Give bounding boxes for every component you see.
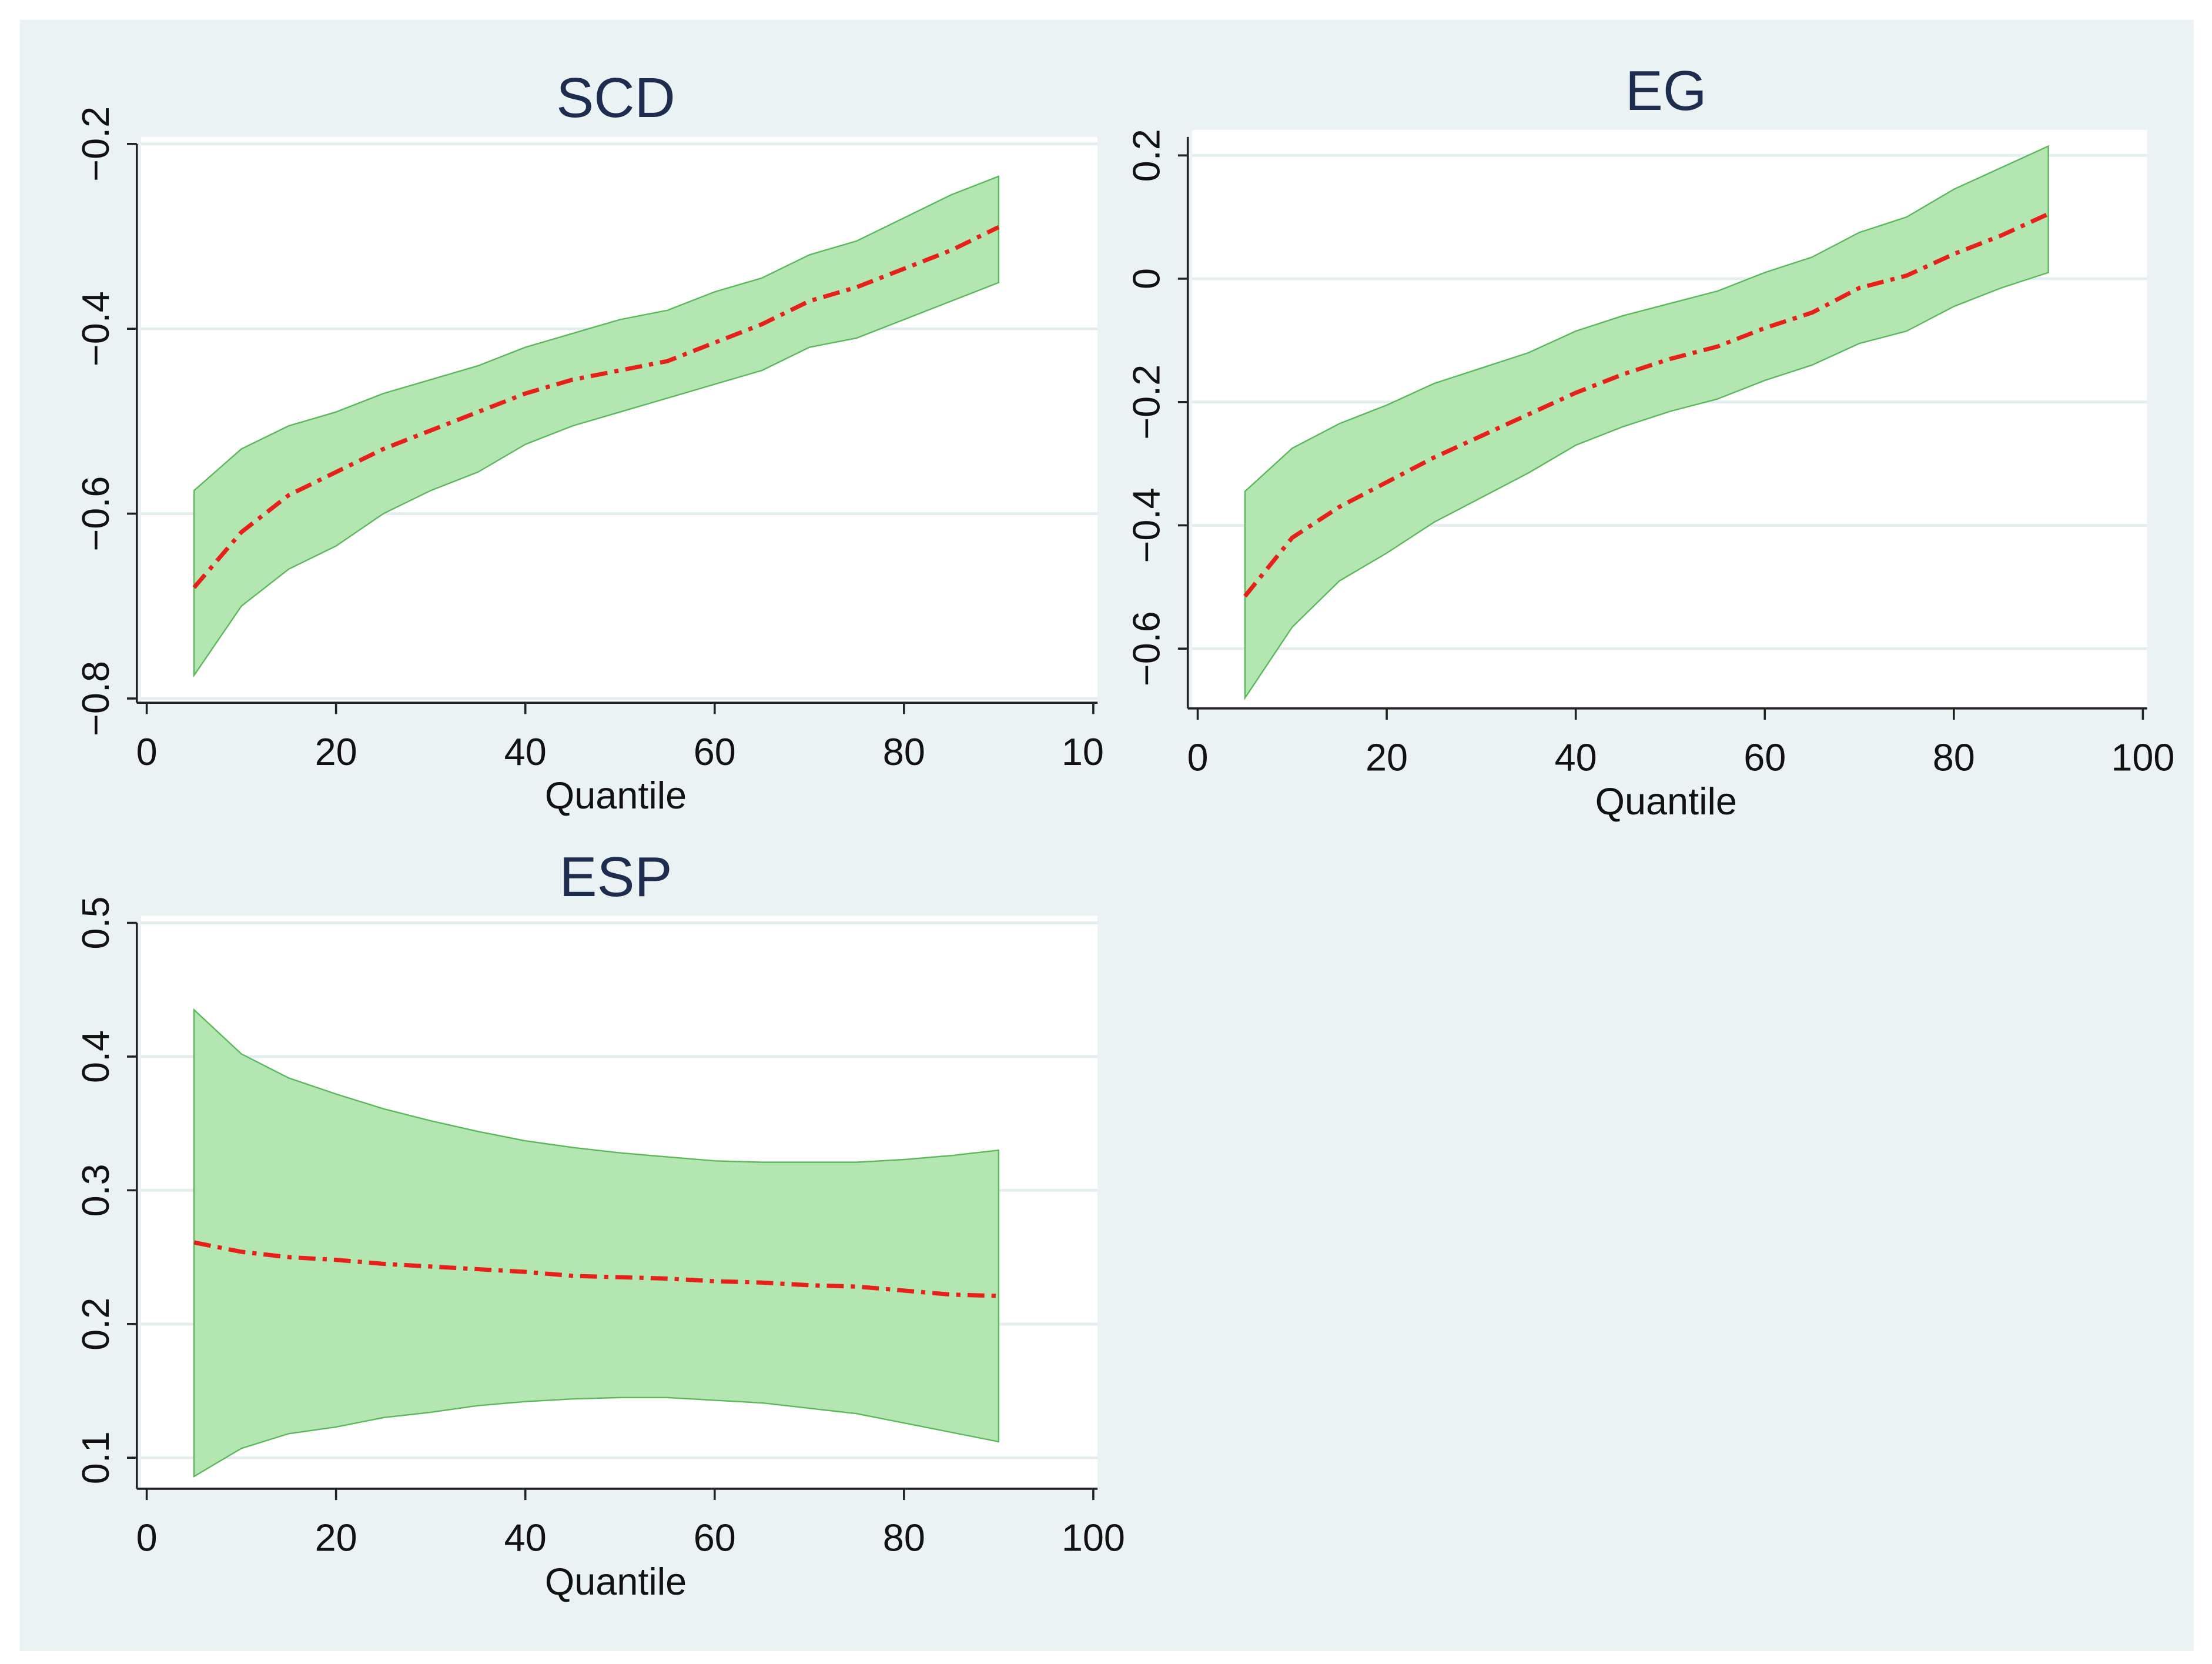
y-tick-label: −0.2 [1125, 365, 1168, 440]
estimate-line [192, 225, 1000, 589]
x-tick-label: 0 [136, 730, 158, 773]
y-tick-label: 0.5 [74, 897, 117, 950]
panel: 0.1 0.2 0.3 0.4 0.5 0 20 40 60 80 100 ESP Quantile [74, 846, 1125, 1603]
chart-title: ESP [560, 846, 672, 908]
x-axis-label: Quantile [545, 1560, 687, 1603]
chart-title: EG [1625, 59, 1707, 122]
x-tick-label: 80 [883, 1516, 925, 1559]
x-tick-label: 60 [694, 730, 736, 773]
confidence-band [193, 175, 1000, 678]
x-tick-label: 80 [883, 730, 925, 773]
y-tick-label: 0.2 [74, 1298, 117, 1351]
y-tick-label: −0.2 [74, 106, 117, 182]
y-tick-label: −0.8 [74, 661, 117, 736]
y-tick-label: 0.4 [74, 1030, 117, 1083]
y-tick-label: −0.4 [1125, 488, 1168, 563]
y-tick-label: 0.2 [1125, 129, 1168, 182]
confidence-band [193, 1008, 1000, 1478]
x-tick-label: 20 [315, 1516, 357, 1559]
x-tick-label: 100 [1062, 730, 1125, 773]
x-tick-label: 20 [1366, 736, 1408, 778]
x-tick-label: 100 [1062, 1516, 1125, 1559]
x-tick-label: 40 [504, 730, 547, 773]
estimate-line [193, 1240, 999, 1298]
estimate-line [1243, 212, 2050, 598]
x-tick-label: 60 [1744, 736, 1786, 778]
x-axis-label: Quantile [1595, 780, 1737, 823]
panel: −0.6 −0.4 −0.2 0 0.2 0 20 40 60 80 100 EG Quantile [1125, 59, 2175, 823]
x-tick-label: 40 [504, 1516, 547, 1559]
y-tick-label: 0.3 [74, 1164, 117, 1217]
x-tick-label: 40 [1555, 736, 1597, 778]
y-tick-label: −0.4 [74, 291, 117, 366]
x-tick-label: 0 [136, 1516, 158, 1559]
y-tick-label: −0.6 [74, 476, 117, 552]
y-tick-label: 0.1 [74, 1431, 117, 1484]
panel: −0.8 −0.6 −0.4 −0.2 0 20 40 60 80 100 SCD Quantile [74, 66, 1125, 817]
confidence-band [1244, 145, 2049, 701]
y-tick-label: 0 [1125, 268, 1168, 289]
chart-title: SCD [556, 66, 675, 129]
x-tick-label: 0 [1187, 736, 1208, 778]
x-tick-label: 80 [1933, 736, 1975, 778]
y-tick-label: −0.6 [1125, 611, 1168, 686]
x-tick-label: 20 [315, 730, 357, 773]
x-tick-label: 60 [694, 1516, 736, 1559]
x-axis-label: Quantile [545, 774, 687, 817]
x-tick-label: 100 [2111, 736, 2174, 778]
